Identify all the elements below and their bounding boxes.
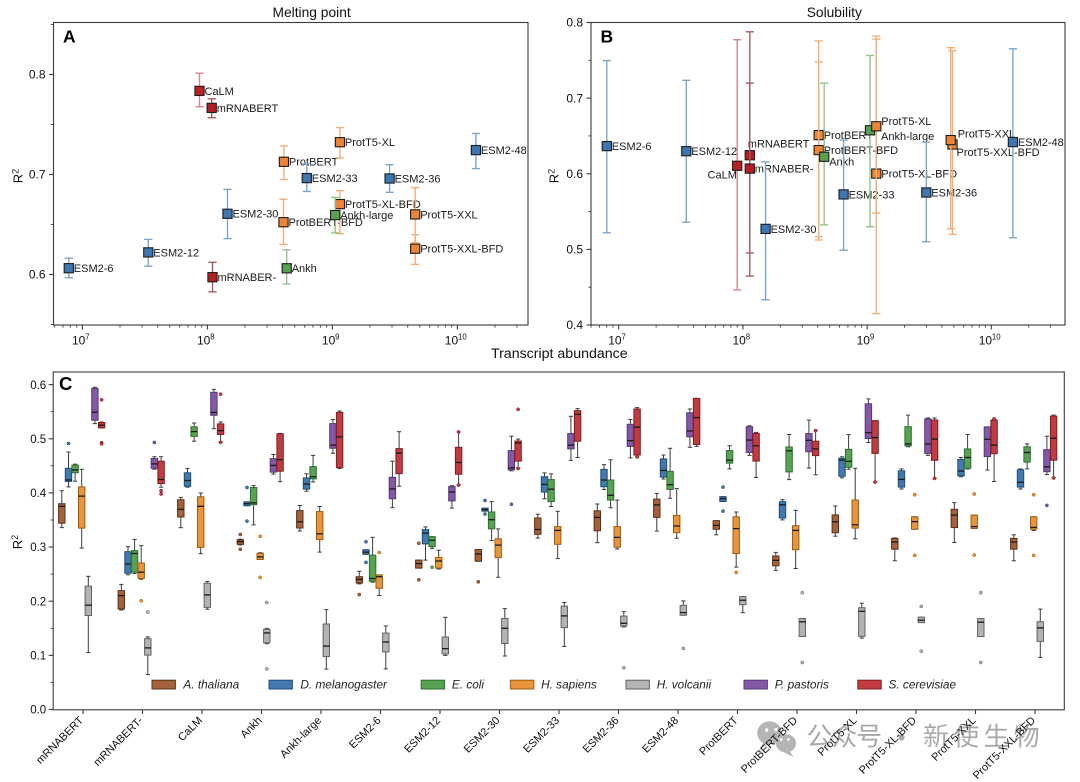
svg-text:10: 10 [197, 334, 211, 348]
svg-text:ESM2-48: ESM2-48 [1018, 137, 1064, 149]
svg-text:0.1: 0.1 [30, 651, 46, 663]
svg-text:ProtT5-XL-BFD: ProtT5-XL-BFD [345, 199, 421, 211]
svg-text:ProtBERT-BFD: ProtBERT-BFD [289, 217, 363, 229]
svg-text:ESM2-6: ESM2-6 [74, 263, 114, 275]
svg-text:ProtT5-XXL: ProtT5-XXL [958, 129, 1015, 141]
svg-text:9: 9 [870, 333, 874, 342]
svg-text:ProtT5-XXL-BFD: ProtT5-XXL-BFD [957, 147, 1040, 159]
svg-text:ProtT5-XXL-BFD: ProtT5-XXL-BFD [420, 244, 503, 256]
svg-text:P. pastoris: P. pastoris [775, 678, 829, 692]
svg-text:CaLM: CaLM [708, 170, 737, 182]
svg-text:8: 8 [746, 333, 750, 342]
svg-text:10: 10 [608, 334, 622, 348]
svg-text:ProtT5-XXL: ProtT5-XXL [420, 209, 477, 221]
svg-text:ESM2-12: ESM2-12 [153, 247, 199, 259]
svg-text:CaLM: CaLM [205, 86, 234, 98]
svg-text:ProtT5-XL: ProtT5-XL [345, 137, 395, 149]
svg-text:0.7: 0.7 [29, 168, 46, 182]
svg-text:10: 10 [992, 333, 1001, 342]
svg-text:0.5: 0.5 [566, 243, 583, 257]
svg-text:H. volcanii: H. volcanii [657, 678, 712, 692]
svg-text:ESM2-12: ESM2-12 [691, 146, 737, 158]
svg-text:ESM2-6: ESM2-6 [612, 141, 652, 153]
svg-text:0.3: 0.3 [30, 542, 46, 554]
svg-text:ProtBERT: ProtBERT [289, 157, 339, 169]
svg-text:8: 8 [210, 333, 214, 342]
svg-text:10: 10 [322, 334, 336, 348]
svg-text:mRNABER-: mRNABER- [218, 272, 277, 284]
svg-text:10: 10 [857, 334, 871, 348]
svg-text:Transcript abundance: Transcript abundance [491, 346, 628, 362]
svg-text:0.0: 0.0 [30, 705, 46, 717]
svg-text:7: 7 [85, 333, 89, 342]
svg-text:ESM2-48: ESM2-48 [481, 145, 527, 157]
svg-text:10: 10 [979, 334, 993, 348]
svg-text:ProtBERT: ProtBERT [824, 130, 874, 142]
svg-text:Solubility: Solubility [807, 5, 862, 20]
svg-text:mRNABER-: mRNABER- [755, 164, 814, 176]
svg-text:B: B [601, 27, 614, 47]
svg-text:Ankh: Ankh [829, 156, 854, 168]
svg-text:10: 10 [733, 334, 747, 348]
svg-text:10: 10 [445, 334, 459, 348]
svg-text:ESM2-30: ESM2-30 [233, 209, 279, 221]
svg-text:0.6: 0.6 [29, 268, 46, 282]
svg-text:S. cerevisiae: S. cerevisiae [889, 678, 957, 692]
svg-text:9: 9 [335, 333, 339, 342]
svg-text:0.2: 0.2 [30, 596, 46, 608]
svg-text:H. sapiens: H. sapiens [541, 678, 597, 692]
svg-text:ESM2-36: ESM2-36 [395, 173, 441, 185]
svg-text:10: 10 [72, 334, 86, 348]
svg-text:ESM2-33: ESM2-33 [849, 189, 895, 201]
svg-text:0.7: 0.7 [566, 91, 583, 105]
svg-text:A: A [63, 27, 76, 47]
svg-text:0.8: 0.8 [29, 68, 46, 82]
svg-text:ESM2-36: ESM2-36 [931, 187, 977, 199]
svg-text:0.4: 0.4 [30, 488, 47, 500]
svg-text:10: 10 [458, 333, 467, 342]
svg-text:0.6: 0.6 [30, 380, 46, 392]
svg-text:0.8: 0.8 [566, 16, 583, 30]
svg-text:ProtT5-XL-BFD: ProtT5-XL-BFD [881, 169, 957, 181]
svg-text:0.4: 0.4 [566, 318, 583, 332]
svg-text:ProtT5-XL: ProtT5-XL [881, 116, 931, 128]
svg-text:D. melanogaster: D. melanogaster [300, 678, 388, 692]
svg-text:0.6: 0.6 [566, 167, 583, 181]
svg-text:Ankh-large: Ankh-large [340, 210, 393, 222]
svg-text:Ankh-large: Ankh-large [881, 131, 934, 143]
svg-text:ProtBERT-BFD: ProtBERT-BFD [824, 145, 898, 157]
svg-text:Melting point: Melting point [272, 5, 350, 20]
svg-text:mRNABERT: mRNABERT [748, 139, 810, 151]
svg-text:ESM2-33: ESM2-33 [312, 173, 358, 185]
svg-text:7: 7 [622, 333, 626, 342]
svg-text:mRNABERT: mRNABERT [217, 103, 279, 115]
svg-text:E. coli: E. coli [452, 678, 485, 692]
svg-text:A. thaliana: A. thaliana [182, 678, 239, 692]
svg-text:C: C [59, 373, 72, 394]
svg-text:Ankh: Ankh [292, 263, 317, 275]
svg-text:ESM2-30: ESM2-30 [771, 224, 817, 236]
svg-text:0.5: 0.5 [30, 434, 46, 446]
